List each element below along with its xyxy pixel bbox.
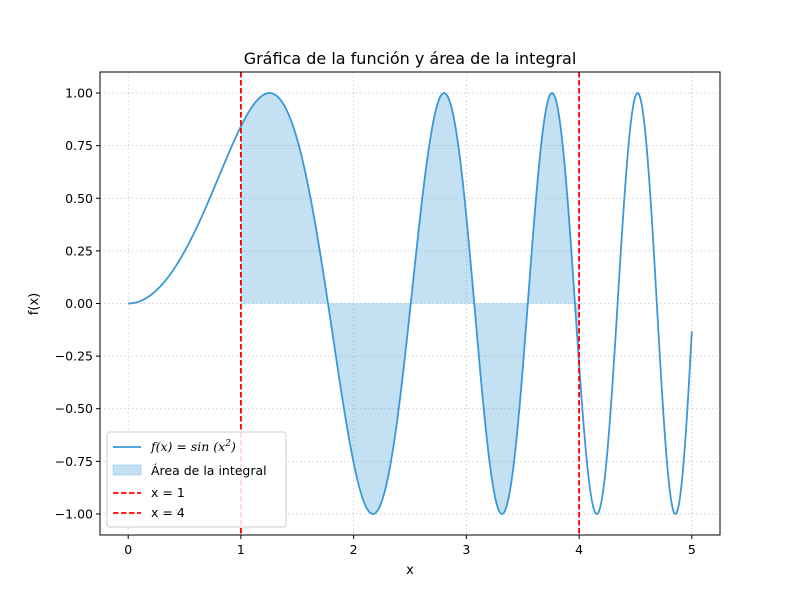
y-tick-label-5: 0.25 xyxy=(65,243,93,258)
y-tick-label-2: −0.50 xyxy=(55,401,93,416)
legend-line-label: f(x) = sin (x2) xyxy=(150,439,236,454)
y-tick-label-7: 0.75 xyxy=(65,138,93,153)
legend: f(x) = sin (x2) Área de la integral x = … xyxy=(106,431,287,528)
legend-fill-swatch xyxy=(112,464,142,476)
y-tick-label-1: −0.75 xyxy=(55,454,93,469)
x-tick-label-3: 3 xyxy=(462,542,470,557)
x-tick-label-1: 1 xyxy=(237,542,245,557)
x-tick-label-5: 5 xyxy=(688,542,696,557)
y-tick-label-3: −0.25 xyxy=(55,349,93,364)
x-tick-label-2: 2 xyxy=(350,542,358,557)
legend-vline1-label: x = 1 xyxy=(151,485,185,500)
x-tick-label-0: 0 xyxy=(124,542,132,557)
chart-title: Gráfica de la función y área de la integ… xyxy=(244,49,577,68)
legend-vline2-label: x = 4 xyxy=(151,505,185,520)
x-axis-label: x xyxy=(406,563,414,578)
y-axis-label: f(x) xyxy=(27,293,42,315)
y-tick-label-6: 0.50 xyxy=(65,191,93,206)
legend-fill-label: Área de la integral xyxy=(151,463,267,478)
y-tick-label-8: 1.00 xyxy=(65,86,93,101)
legend-box xyxy=(106,431,287,528)
function-line xyxy=(127,92,693,515)
y-tick-label-0: −1.00 xyxy=(55,506,93,521)
y-tick-label-4: 0.00 xyxy=(65,296,93,311)
x-tick-label-4: 4 xyxy=(575,542,583,557)
